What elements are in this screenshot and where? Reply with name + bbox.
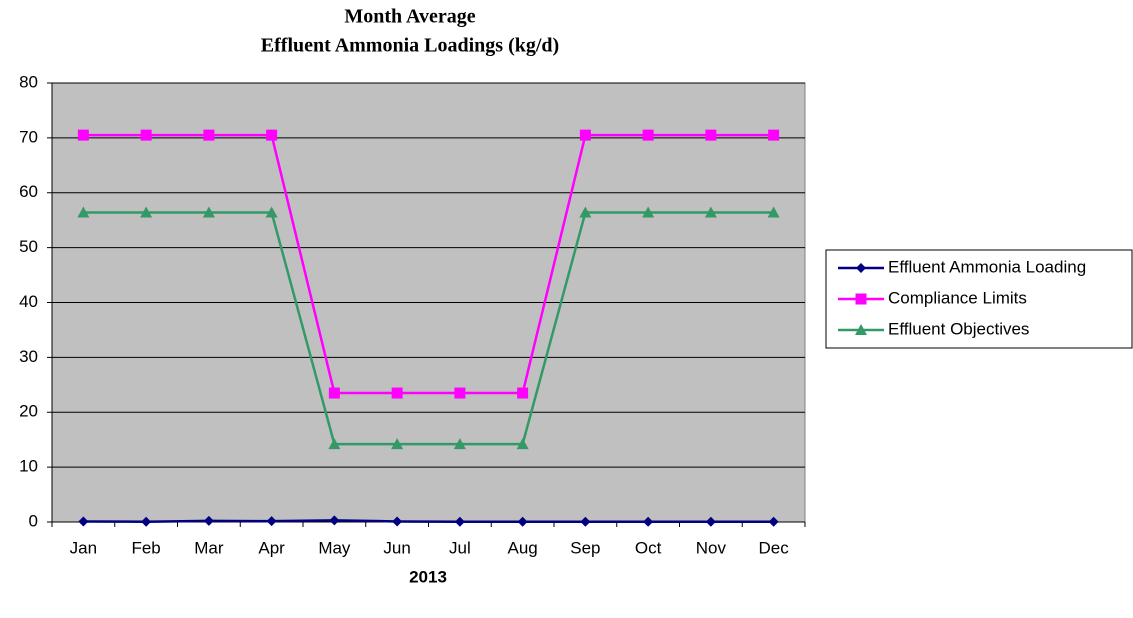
y-tick-label: 30 (19, 347, 38, 366)
data-point (642, 206, 655, 218)
data-point (580, 516, 591, 527)
data-point (579, 206, 592, 218)
data-point (517, 387, 529, 399)
x-tick-label: Jul (449, 538, 471, 557)
data-point (202, 206, 215, 218)
data-point (516, 438, 529, 450)
data-point (704, 206, 717, 218)
legend-marker (856, 263, 866, 273)
series-line (83, 133, 774, 395)
legend-label: Compliance Limits (888, 288, 1027, 307)
y-tick-label: 0 (29, 511, 38, 530)
x-tick-label: Nov (696, 538, 727, 557)
data-point (643, 516, 654, 527)
data-point (266, 516, 277, 527)
y-tick-label: 60 (19, 182, 38, 201)
data-point (328, 438, 341, 450)
legend-marker (855, 324, 867, 335)
x-tick-label: Mar (194, 538, 224, 557)
data-point (642, 129, 654, 141)
legend-label: Effluent Ammonia Loading (888, 257, 1086, 276)
data-point (328, 387, 340, 399)
data-point (203, 515, 214, 526)
y-tick-label: 20 (19, 402, 38, 421)
data-point (77, 129, 89, 141)
data-point (265, 206, 278, 218)
x-tick-label: Jan (70, 538, 97, 557)
y-tick-label: 80 (19, 72, 38, 91)
y-tick-label: 70 (19, 127, 38, 146)
data-point (391, 387, 403, 399)
data-point (705, 129, 717, 141)
series-line (83, 519, 774, 523)
data-point (140, 129, 152, 141)
y-tick-label: 10 (19, 457, 38, 476)
data-point (454, 516, 465, 527)
series-line (83, 211, 774, 446)
data-point (140, 206, 153, 218)
x-tick-label: Feb (131, 538, 160, 557)
data-point (141, 516, 152, 527)
x-tick-label: Dec (759, 538, 790, 557)
x-axis-label: 2013 (409, 567, 447, 586)
data-point (768, 129, 780, 141)
data-point (329, 515, 340, 526)
y-tick-label: 50 (19, 237, 38, 256)
data-point (454, 387, 466, 399)
data-point (579, 129, 591, 141)
chart-title: Month Average (344, 6, 475, 28)
data-point (453, 438, 466, 450)
data-point (767, 206, 780, 218)
data-point (517, 516, 528, 527)
x-tick-label: Jun (383, 538, 410, 557)
data-point (705, 516, 716, 527)
y-tick-label: 40 (19, 292, 38, 311)
x-tick-label: Sep (570, 538, 600, 557)
x-tick-label: Oct (635, 538, 662, 557)
x-tick-label: May (318, 538, 351, 557)
chart-title: Effluent Ammonia Loadings (kg/d) (261, 35, 559, 57)
data-point (77, 206, 90, 218)
data-point (391, 438, 404, 450)
x-tick-label: Aug (508, 538, 538, 557)
data-point (203, 129, 215, 141)
legend-marker (855, 293, 867, 305)
data-point (266, 129, 278, 141)
data-point (392, 516, 403, 527)
data-point (78, 516, 89, 527)
data-point (768, 516, 779, 527)
x-tick-label: Apr (258, 538, 285, 557)
legend-label: Effluent Objectives (888, 319, 1029, 338)
